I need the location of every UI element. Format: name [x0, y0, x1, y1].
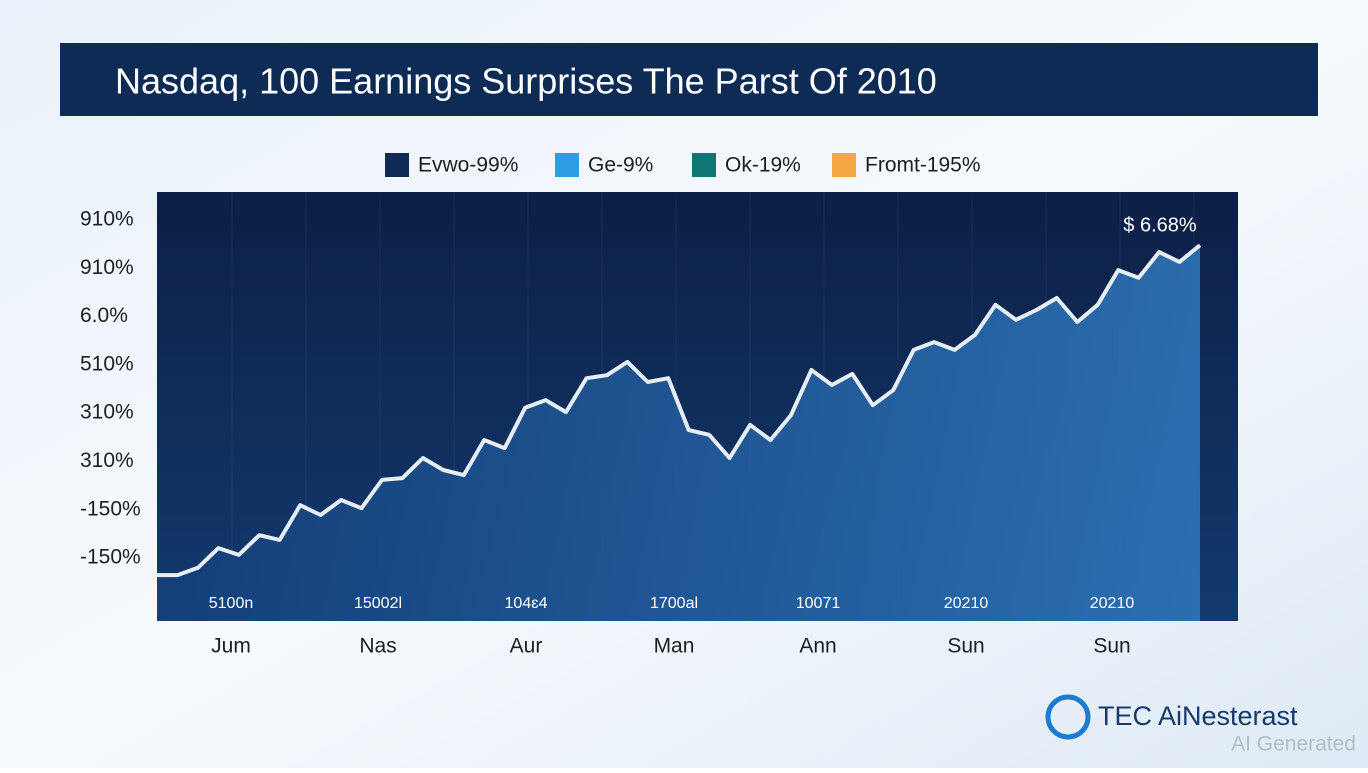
logo-icon	[1045, 694, 1091, 740]
x-tick-label: Aur	[510, 635, 543, 658]
y-axis-label: 310%	[80, 449, 134, 472]
x-tick-label: Nas	[359, 635, 396, 658]
inner-label: 15002l	[354, 595, 402, 612]
line	[157, 243, 1202, 578]
x-tick-label: Man	[654, 635, 695, 658]
legend-label: Ge-9%	[588, 154, 653, 177]
y-axis-label: 910%	[80, 208, 134, 231]
y-axis-label: 6.0%	[80, 304, 128, 327]
title-banner	[60, 43, 1318, 116]
inner-label: 5100n	[209, 595, 254, 612]
chart-title: Nasdaq, 100 Earnings Surprises The Parst…	[115, 61, 937, 102]
legend-swatch	[555, 153, 579, 177]
marks	[157, 192, 1202, 621]
legend-swatch	[832, 153, 856, 177]
inner-label: 20210	[944, 595, 989, 612]
legend-label: Evwo-99%	[418, 154, 518, 177]
legend-label: Ok-19%	[725, 154, 801, 177]
x-tick-label: Sun	[1093, 635, 1130, 658]
y-axis-label: 510%	[80, 352, 134, 375]
y-axis-label: 910%	[80, 256, 134, 279]
y-axis-label: -150%	[80, 497, 141, 520]
inner-label: 104ɛ4	[505, 595, 548, 612]
legend-swatch	[385, 153, 409, 177]
legend-swatch	[692, 153, 716, 177]
inner-label: 20210	[1090, 595, 1135, 612]
annotation: $ 6.68%	[1123, 214, 1197, 236]
legend: Evwo-99% Ge-9% Ok-19% Fromt-195%	[385, 153, 981, 177]
logo-text: TEC AiNesterast	[1098, 701, 1298, 731]
y-axis-label: 310%	[80, 401, 134, 424]
x-tick-label: Sun	[947, 635, 984, 658]
inner-label: 10071	[796, 595, 841, 612]
area	[157, 245, 1200, 621]
legend-label: Fromt-195%	[865, 154, 981, 177]
x-tick-label: Ann	[799, 635, 836, 658]
watermark: AI Generated	[1231, 733, 1356, 756]
x-tick-label: Jum	[211, 635, 251, 658]
inner-label: 1700al	[650, 595, 698, 612]
y-axis-label: -150%	[80, 546, 141, 569]
